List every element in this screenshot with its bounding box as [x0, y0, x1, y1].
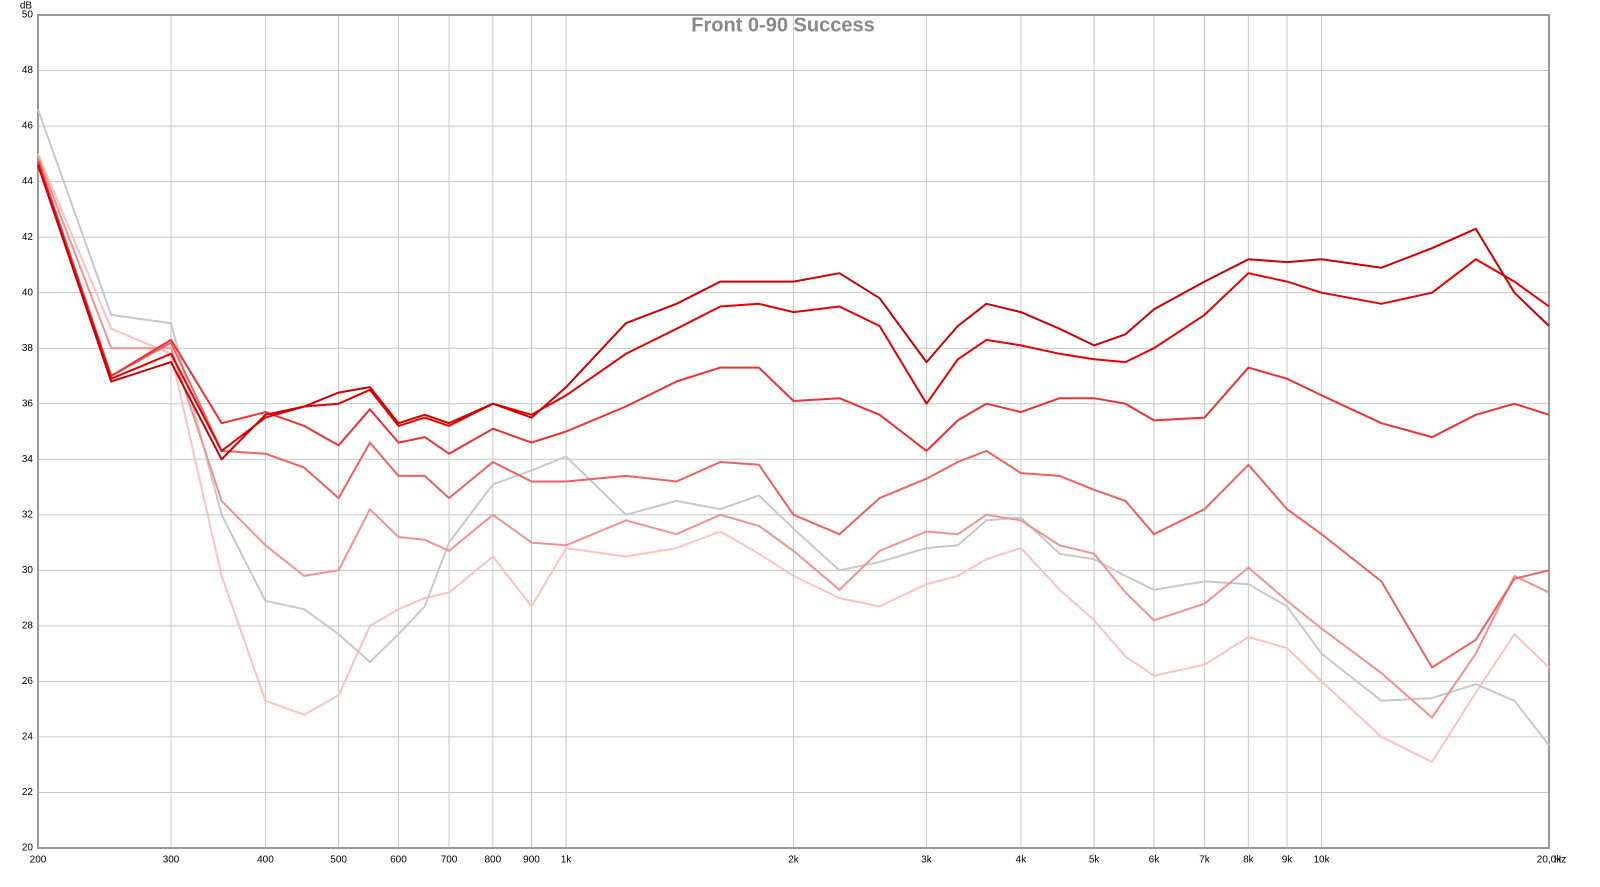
y-tick-label: 50	[22, 10, 34, 21]
x-tick-label: 900	[523, 855, 540, 866]
y-tick-label: 26	[22, 676, 34, 687]
y-tick-label: 48	[22, 65, 34, 76]
x-tick-label: 3k	[921, 855, 933, 866]
y-tick-label: 40	[22, 287, 34, 298]
y-tick-label: 30	[22, 565, 34, 576]
x-tick-label: 10k	[1314, 855, 1331, 866]
y-tick-label: 46	[22, 121, 34, 132]
y-tick-label: 24	[22, 732, 34, 743]
y-tick-label: 34	[22, 454, 34, 465]
x-tick-label: 800	[485, 855, 502, 866]
x-tick-label: 500	[330, 855, 347, 866]
x-tick-label: 8k	[1243, 855, 1255, 866]
series-line	[37, 153, 1550, 763]
y-tick-label: 44	[22, 176, 34, 187]
y-tick-label: 36	[22, 398, 34, 409]
y-tick-label: 38	[22, 343, 34, 354]
x-tick-label: 600	[390, 855, 407, 866]
x-tick-label: 6k	[1149, 855, 1161, 866]
x-tick-label: 300	[163, 855, 180, 866]
x-tick-label: 7k	[1199, 855, 1211, 866]
x-axis-label: Hz	[1554, 855, 1566, 866]
x-tick-label: 1k	[561, 855, 573, 866]
series-line	[37, 164, 1550, 461]
x-tick-label: 20,0k	[1537, 855, 1562, 866]
x-tick-label: 2k	[788, 855, 800, 866]
y-tick-label: 28	[22, 621, 34, 632]
series-line	[37, 156, 1550, 719]
series-line	[37, 161, 1550, 455]
y-tick-label: 32	[22, 509, 34, 520]
x-tick-label: 400	[257, 855, 274, 866]
x-tick-label: 9k	[1282, 855, 1294, 866]
y-tick-label: 22	[22, 787, 34, 798]
x-tick-label: 700	[441, 855, 458, 866]
chart-title: Front 0-90 Success	[691, 14, 874, 36]
x-tick-label: 200	[30, 855, 47, 866]
x-tick-label: 5k	[1089, 855, 1101, 866]
series-line	[37, 159, 1550, 669]
y-axis-label: dB	[20, 1, 33, 12]
x-tick-label: 4k	[1016, 855, 1028, 866]
y-tick-label: 20	[22, 843, 34, 854]
series-line	[37, 109, 1550, 746]
plot-frame	[37, 14, 1550, 849]
y-tick-label: 42	[22, 232, 34, 243]
series-line	[37, 164, 1550, 452]
